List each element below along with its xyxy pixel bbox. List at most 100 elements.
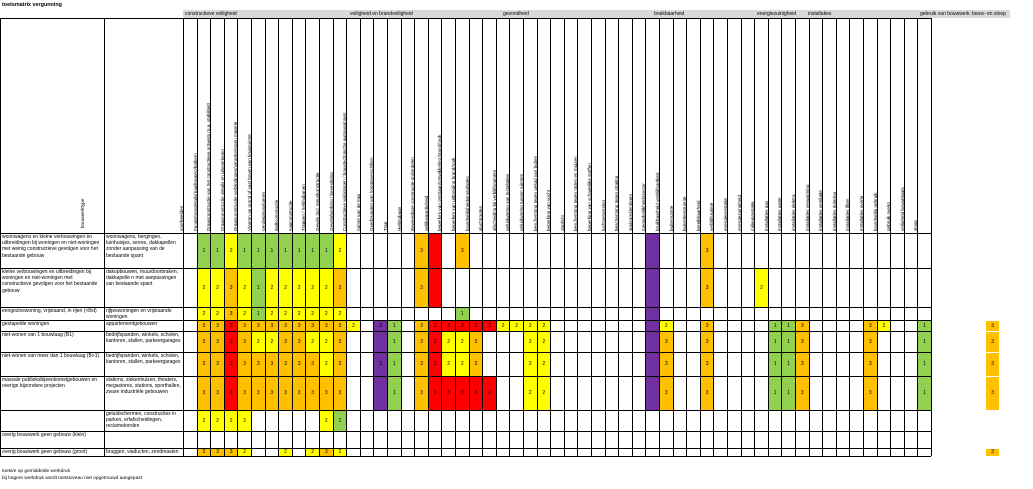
column-header: buitenruimte — [669, 20, 681, 233]
matrix-cell: 3 — [252, 377, 265, 410]
column-header-label: geluidwering van installaties — [505, 173, 511, 231]
column-header: vluchtroutes — [478, 20, 490, 233]
grid-line — [631, 18, 633, 456]
grid-line — [0, 233, 931, 234]
column-header-label: bruikbaarheid verblijfsgebied — [655, 172, 660, 231]
matrix-cell: 3 — [660, 377, 673, 410]
matrix-cell: 2 — [320, 269, 333, 307]
column-header: Overbrugging van hoogteverschillen — [369, 20, 381, 233]
column-header-label: bereikbaarheid — [695, 200, 701, 231]
column-header-label: buitenbergruimte — [682, 196, 688, 231]
matrix-cell: 2 — [510, 321, 523, 331]
column-header: geluidwering tussen ruimten — [519, 20, 531, 233]
matrix-cell: 1 — [388, 321, 401, 331]
grid-line — [754, 18, 756, 456]
column-header: bescherming tegen straling — [614, 20, 626, 233]
column-header: energieprestatie — [723, 20, 735, 233]
column-header-label: bouwwerktype — [80, 198, 85, 228]
matrix-cell: 1 — [782, 321, 795, 331]
matrix-cell: 3 — [265, 353, 279, 376]
grid-line — [0, 448, 931, 449]
column-header-label: voorbeelden — [179, 205, 184, 231]
column-header-label: Trap — [383, 221, 388, 231]
matrix-cell: 3 — [483, 377, 496, 410]
grid-line — [441, 18, 443, 456]
matrix-cell: 2 — [524, 321, 537, 331]
column-header: veiligheid bouwplaats — [900, 20, 912, 233]
matrix-cell: 3 — [252, 353, 265, 376]
matrix-cell: 2 — [197, 308, 211, 320]
matrix-cell: 2 — [537, 353, 551, 376]
matrix-cell: 2 — [279, 269, 292, 307]
matrix-cell: 3 — [415, 377, 428, 410]
grid-line — [781, 18, 783, 456]
footnote: bij hogere werkdruk wordt toetsniveau ni… — [2, 476, 142, 481]
matrix-cell: 1 — [768, 332, 782, 352]
matrix-cell — [646, 269, 659, 307]
matrix-cell: 1 — [768, 321, 782, 331]
column-group-header: gebruik van bouwwerken — [918, 10, 970, 18]
column-header: bescherming tegen ratten en muizen — [573, 20, 585, 233]
matrix-cell: 3 — [660, 332, 673, 352]
column-header-label: Verdiepingsvloeren — [260, 191, 266, 231]
matrix-cell: 1 — [918, 353, 931, 376]
matrix-cell: 1 — [252, 308, 265, 320]
matrix-cell: 3 — [796, 353, 809, 376]
matrix-cell: 2 — [265, 332, 279, 352]
column-header-label: installaties gas — [763, 200, 769, 231]
matrix-cell: 1 — [279, 234, 292, 268]
matrix-cell: 3 — [292, 353, 306, 376]
matrix-cell: 3 — [986, 449, 999, 456]
grid-line — [577, 18, 579, 456]
matrix-cell: 3 — [428, 377, 442, 410]
column-header-label: installaties elektra — [791, 194, 796, 231]
matrix-cell: 1 — [456, 308, 469, 320]
row-category: massale publieksbijeenkomstgebouwen en o… — [2, 377, 98, 390]
matrix-cell: 3 — [238, 377, 251, 410]
matrix-cell: 3 — [224, 377, 238, 410]
grid-line — [863, 18, 864, 456]
matrix-cell: 3 — [986, 353, 999, 376]
grid-line — [849, 18, 851, 456]
column-header-label: installaties riolering — [831, 191, 837, 231]
column-header-label: brandveiligheidsinstallaties — [464, 176, 470, 231]
matrix-cell: 3 — [238, 321, 251, 331]
matrix-cell: 3 — [197, 449, 211, 456]
column-header-label: afscheiding bij verblijfsruimten — [491, 169, 497, 231]
grid-line — [713, 18, 715, 456]
column-header: Balkconstructie — [274, 20, 286, 233]
matrix-cell: 3 — [333, 269, 347, 307]
column-header-label: vluchtroutes — [478, 206, 484, 231]
row-category: woonwagens en kleine verbouwingen en uit… — [2, 234, 100, 259]
row-examples: bruggen, viaducten, zendmasten — [106, 449, 179, 455]
grid-line — [237, 18, 239, 456]
grid-line — [835, 18, 837, 456]
matrix-cell: 3 — [428, 332, 442, 352]
matrix-cell: 2 — [320, 353, 333, 376]
matrix-cell: 1 — [333, 411, 347, 431]
matrix-cell — [428, 234, 442, 268]
matrix-cell: 2 — [320, 308, 333, 320]
grid-line — [767, 18, 769, 456]
matrix-cell: 3 — [279, 377, 292, 410]
matrix-cell: 1 — [918, 321, 931, 331]
matrix-cell: 3 — [252, 321, 265, 331]
grid-line — [0, 18, 931, 19]
column-header-label: Draagconstructie van het constructieve o… — [206, 102, 212, 231]
matrix-cell: 3 — [211, 332, 224, 352]
matrix-cell — [646, 308, 659, 320]
matrix-cell: 3 — [469, 332, 483, 352]
column-header-label: toegankelijkheidssector — [641, 183, 647, 231]
column-header-label: buitenruimte — [668, 205, 674, 231]
grid-line — [210, 18, 212, 456]
matrix-cell: 3 — [211, 321, 224, 331]
matrix-cell: 2 — [877, 321, 891, 331]
column-header: Draagconstructie details en uitvoeringen — [220, 20, 232, 233]
column-header: installaties verwarming — [805, 20, 817, 233]
row-examples: bedrijfspanden, winkels, scholen, kantor… — [106, 353, 181, 366]
column-header-label: Funderingsdetails(paalkoppen/balken) — [192, 153, 198, 231]
matrix-cell: 3 — [333, 321, 347, 331]
matrix-cell: 3 — [374, 321, 387, 331]
matrix-cell: 2 — [292, 308, 306, 320]
column-header-label: energieprestatie — [723, 198, 728, 231]
